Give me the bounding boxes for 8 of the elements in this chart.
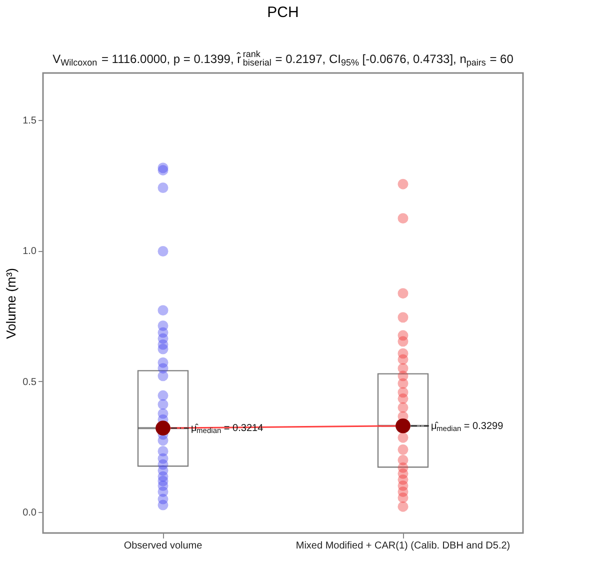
- x-tick-label: Mixed Modified + CAR(1) (Calib. DBH and D5.2): [296, 540, 510, 552]
- y-tick-label: 0.0: [22, 508, 37, 519]
- y-tick-label: 1.5: [22, 116, 37, 127]
- x-tick-label: Observed volume: [124, 540, 203, 552]
- y-tick-label: 0.5: [22, 376, 37, 388]
- y-axis-title: Volume (m³): [4, 268, 19, 339]
- y-tick-label: 1.0: [22, 246, 37, 258]
- chart-title: PCH: [267, 4, 299, 22]
